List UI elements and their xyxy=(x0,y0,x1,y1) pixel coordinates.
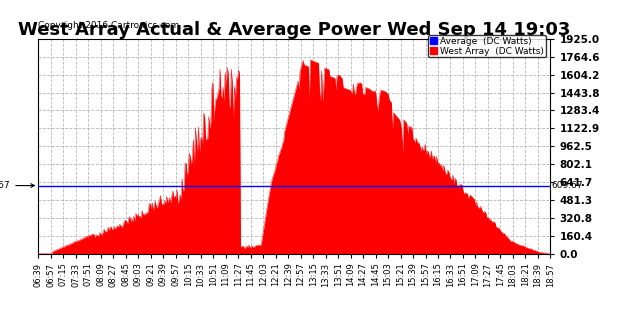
Legend: Average  (DC Watts), West Array  (DC Watts): Average (DC Watts), West Array (DC Watts… xyxy=(428,35,546,58)
Text: 609.67: 609.67 xyxy=(552,181,583,190)
Text: Copyright 2016 Cartronics.com: Copyright 2016 Cartronics.com xyxy=(38,21,180,31)
Title: West Array Actual & Average Power Wed Sep 14 19:03: West Array Actual & Average Power Wed Se… xyxy=(18,21,571,39)
Text: 609.67: 609.67 xyxy=(0,181,35,190)
